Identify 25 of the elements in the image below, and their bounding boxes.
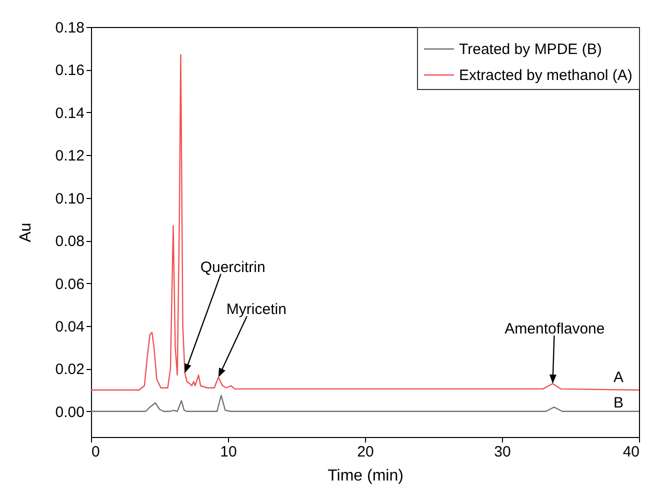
annotation: Amentoflavone xyxy=(504,320,605,338)
x-tick-label: 40 xyxy=(622,444,640,460)
y-tick-label: 0.08 xyxy=(55,233,84,250)
x-tick-label: 30 xyxy=(494,444,511,460)
x-axis-title: Time (min) xyxy=(328,468,404,484)
annotation: Myricetin xyxy=(226,301,286,318)
x-tick-label: 0 xyxy=(92,444,100,460)
legend-label: Treated by MPDE (B) xyxy=(459,41,602,58)
y-tick-label: 0.18 xyxy=(55,20,84,36)
y-axis-title: Au xyxy=(17,222,34,242)
annotation: Quercitrin xyxy=(200,258,266,276)
annotation: B xyxy=(613,394,624,412)
y-tick-label: 0.02 xyxy=(55,361,84,378)
y-tick-label: 0.12 xyxy=(55,148,84,165)
y-tick-label: 0.16 xyxy=(55,62,84,80)
x-tick-label: 20 xyxy=(357,444,374,460)
annotation: A xyxy=(613,369,624,386)
legend-label: Extracted by methanol (A) xyxy=(459,67,632,84)
y-tick-label: 0.14 xyxy=(55,104,84,122)
y-tick-label: 0.06 xyxy=(55,276,84,293)
y-tick-label: 0.10 xyxy=(55,190,84,208)
line-series xyxy=(90,394,640,412)
x-tick-label: 10 xyxy=(220,444,237,460)
y-tick-label: 0.04 xyxy=(55,318,84,336)
y-tick-label: 0.00 xyxy=(55,404,84,421)
